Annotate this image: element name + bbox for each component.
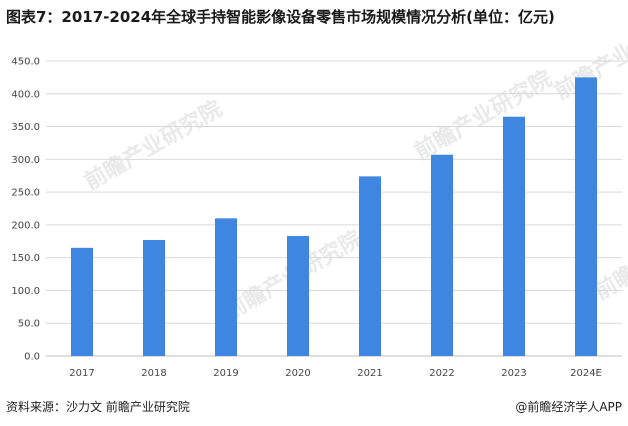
watermark-text: 前瞻产业研究院 [80, 96, 226, 196]
y-tick-label: 300.0 [11, 155, 40, 166]
y-tick-label: 350.0 [11, 122, 40, 133]
y-tick-label: 50.0 [18, 319, 40, 330]
x-tick-label: 2017 [69, 368, 94, 379]
source-note: 资料来源：沙力文 前瞻产业研究院 [6, 400, 190, 414]
chart-title: 图表7：2017-2024年全球手持智能影像设备零售市场规模情况分析(单位：亿元… [6, 8, 555, 26]
bar-2022 [431, 154, 453, 356]
bar-2019 [215, 218, 237, 356]
x-tick-label: 2023 [501, 368, 526, 379]
credit-note: @前瞻经济学人APP [515, 400, 622, 414]
gridlines [46, 60, 622, 357]
bar-2017 [71, 247, 93, 356]
y-tick-label: 200.0 [11, 220, 40, 231]
bar-2024E [575, 77, 597, 356]
y-tick-label: 100.0 [11, 286, 40, 297]
x-axis-ticks: 2017 2018 2019 2020 2021 2022 2023 2024E [69, 368, 602, 379]
bar-2020 [287, 236, 309, 356]
y-axis-ticks: 0.0 50.0 100.0 150.0 200.0 250.0 300.0 350.0 400… [11, 57, 40, 363]
x-tick-label: 2024E [570, 368, 602, 379]
y-tick-label: 0.0 [24, 352, 40, 363]
bar-chart: 前瞻产业研究院前瞻产业研究院前瞻产业研究院前瞻产业研究院前瞻产业研究院 0.05… [11, 40, 628, 379]
y-tick-label: 250.0 [11, 188, 40, 199]
y-tick-label: 150.0 [11, 253, 40, 264]
bar-2023 [503, 116, 525, 356]
x-tick-label: 2019 [213, 368, 238, 379]
y-tick-label: 450.0 [11, 57, 40, 68]
x-tick-label: 2018 [141, 368, 166, 379]
x-tick-label: 2020 [285, 368, 310, 379]
watermark-text: 前瞻产业研究院 [410, 66, 556, 166]
bars [71, 77, 597, 356]
y-tick-label: 400.0 [11, 89, 40, 100]
bar-2018 [143, 239, 165, 356]
x-tick-label: 2021 [357, 368, 382, 379]
bar-2021 [359, 176, 381, 356]
x-tick-label: 2022 [429, 368, 454, 379]
